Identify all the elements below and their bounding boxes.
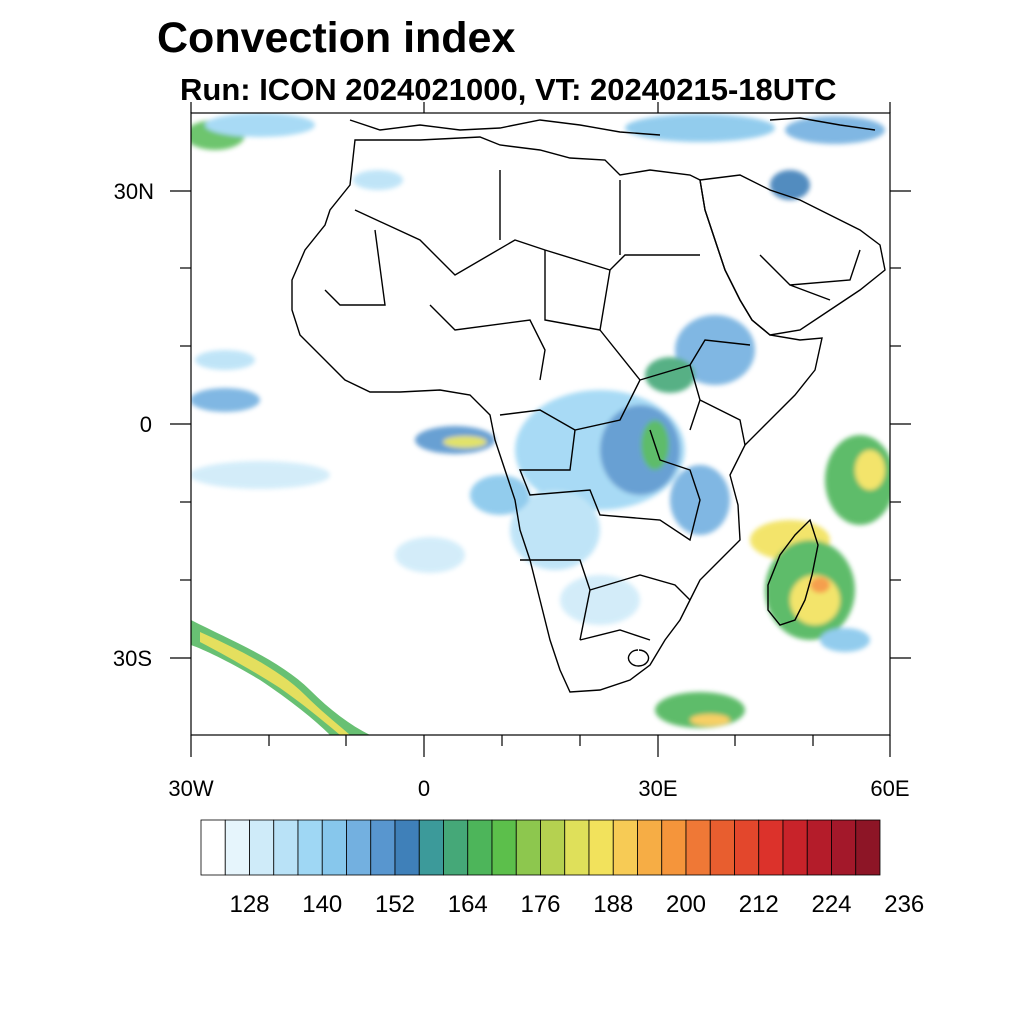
colorbar-cell — [637, 819, 663, 876]
colorbar-cell — [661, 819, 687, 876]
colorbar-cell — [782, 819, 808, 876]
colorbar-cell — [321, 819, 347, 876]
shade-nwafrica — [353, 170, 403, 190]
colorbar-label: 188 — [593, 891, 633, 918]
border-5 — [518, 429, 701, 542]
lon-label-0: 0 — [418, 776, 430, 801]
colorbar-cell — [297, 819, 323, 876]
shade-ne — [785, 116, 885, 144]
shade-southern — [560, 575, 640, 625]
shade-atl2 — [195, 350, 255, 370]
colorbar-cell — [564, 819, 590, 876]
madagascar-coastline — [767, 518, 819, 626]
colorbar-label: 200 — [666, 891, 706, 918]
colorbar-labels: 128 140 152 164 176 188 200 212 224 236 — [229, 891, 924, 918]
colorbar-label: 140 — [302, 891, 342, 918]
colorbar-cell — [418, 819, 444, 876]
colorbar-cell — [467, 819, 493, 876]
turkey-coast — [769, 117, 876, 131]
shade-levant — [770, 170, 810, 200]
chart-title: Convection index — [157, 14, 516, 62]
colorbar-cell — [734, 819, 760, 876]
colorbar-label: 224 — [811, 891, 851, 918]
shade-south-ocean-core — [690, 714, 730, 726]
colorbar-cell — [249, 819, 275, 876]
colorbar-cell — [612, 819, 638, 876]
shade-congo-coast — [470, 475, 530, 515]
tick-marks — [170, 102, 911, 757]
shade-atl4 — [395, 537, 465, 573]
shade-madagascar-peak — [810, 577, 830, 593]
shade-ethiopia — [675, 315, 755, 385]
shade-ethiopia-core — [645, 357, 695, 393]
colorbar-cell — [515, 819, 541, 876]
border-2 — [499, 170, 621, 331]
shade-med — [625, 114, 775, 142]
shade-sw-band-core — [200, 632, 350, 735]
colorbar-cell — [709, 819, 735, 876]
coastlines — [291, 117, 886, 693]
colorbar-label: 152 — [375, 891, 415, 918]
colorbar-cell — [443, 819, 469, 876]
colorbar-label: 176 — [520, 891, 560, 918]
arabia-coastline — [699, 174, 886, 336]
lat-label-0: 0 — [140, 412, 152, 437]
africa-coastline — [291, 136, 823, 693]
shade-nw-light — [205, 113, 315, 137]
colorbar-cell — [346, 819, 372, 876]
border-6 — [520, 559, 691, 641]
colorbar-cell — [855, 819, 881, 876]
lat-label-30n: 30N — [114, 179, 154, 204]
colorbar-cell — [806, 819, 832, 876]
border-8 — [759, 249, 861, 301]
lon-label-30e: 30E — [638, 776, 677, 801]
colorbar-cell — [224, 819, 250, 876]
colorbar-cell — [540, 819, 566, 876]
colorbar-label: 236 — [884, 891, 924, 918]
lat-label-30s: 30S — [113, 646, 152, 671]
colorbar-cell — [685, 819, 711, 876]
colorbar-cell — [370, 819, 396, 876]
convection-field — [191, 113, 890, 735]
lon-label-30w: 30W — [168, 776, 213, 801]
colorbar-cell — [273, 819, 299, 876]
colorbar-cell — [758, 819, 784, 876]
colorbar-cell — [491, 819, 517, 876]
shade-atl1 — [191, 388, 260, 412]
border-7 — [689, 364, 746, 446]
colorbar-cell — [200, 819, 226, 876]
colorbar-cell — [831, 819, 857, 876]
med-north-coast — [349, 119, 661, 136]
colorbar-label: 212 — [739, 891, 779, 918]
lon-label-60e: 60E — [870, 776, 909, 801]
shade-guinea-core — [443, 436, 487, 448]
shade-indian-core — [855, 450, 885, 490]
colorbar-label: 128 — [229, 891, 269, 918]
lesotho — [627, 649, 650, 667]
border-3 — [324, 229, 546, 381]
colorbar-label: 164 — [448, 891, 488, 918]
shade-south-central — [510, 490, 600, 570]
shade-atl3 — [191, 461, 330, 489]
chart-subtitle: Run: ICON 2024021000, VT: 20240215-18UTC — [180, 72, 837, 107]
shade-madagascar-south — [820, 628, 870, 652]
colorbar-cell — [588, 819, 614, 876]
border-1 — [354, 209, 700, 276]
colorbar — [200, 819, 881, 876]
colorbar-cell — [394, 819, 420, 876]
